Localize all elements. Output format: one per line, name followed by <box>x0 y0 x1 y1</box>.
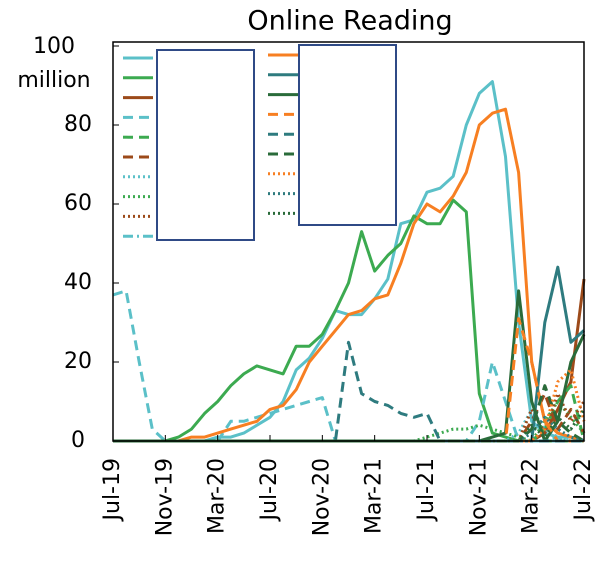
y-tick-label: 60 <box>64 191 92 216</box>
x-tick-label: Mar-20 <box>205 458 230 534</box>
y-tick-label: 80 <box>64 112 92 137</box>
legend-cover <box>156 49 255 241</box>
chart-title: Online Reading <box>247 6 452 37</box>
x-tick-label: Jul-20 <box>257 458 282 522</box>
y-tick-label: 20 <box>64 349 92 374</box>
x-tick-label: Jul-22 <box>571 458 596 522</box>
legend-cover <box>298 44 397 226</box>
x-tick-label: Mar-21 <box>362 458 387 534</box>
x-tick-label: Mar-22 <box>519 458 544 534</box>
legend <box>123 53 298 238</box>
y-tick-label: 40 <box>64 270 92 295</box>
y-tick-label: 0 <box>71 428 85 453</box>
series-line <box>113 407 584 443</box>
y-tick-label: 100 million <box>17 34 91 93</box>
plot-frame <box>112 41 585 442</box>
x-tick-label: Nov-21 <box>466 458 491 536</box>
x-tick-label: Nov-19 <box>152 458 177 536</box>
x-tick-label: Jul-19 <box>100 458 125 522</box>
series-line <box>113 198 584 443</box>
series-line <box>113 340 584 443</box>
x-tick-label: Jul-21 <box>414 458 439 522</box>
x-tick-label: Nov-20 <box>309 458 334 536</box>
series-line <box>113 107 585 443</box>
